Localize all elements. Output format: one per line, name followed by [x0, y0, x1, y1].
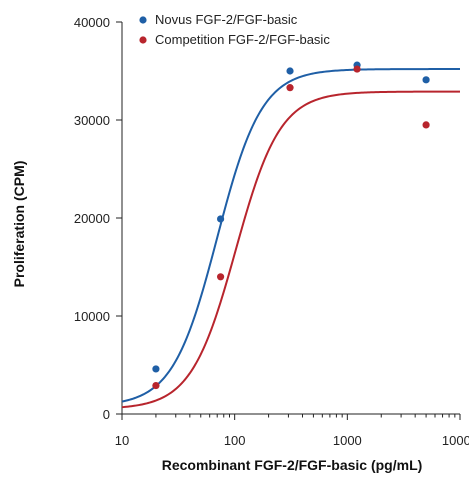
legend-marker [139, 36, 147, 44]
fit-lines [121, 68, 460, 409]
y-tick-label: 20000 [74, 211, 110, 226]
y-tick-label: 30000 [74, 113, 110, 128]
data-point-series-1 [286, 67, 294, 75]
x-tick-label: 1000 [333, 433, 362, 448]
data-point-series-1 [422, 76, 430, 84]
data-point-series-2 [286, 84, 294, 92]
y-ticks: 0 10000 20000 30000 40000 [74, 15, 122, 422]
axes: 0 10000 20000 30000 40000 10 100 1000 10000 [74, 15, 469, 448]
legend-label: Novus FGF-2/FGF-basic [155, 12, 298, 27]
data-points [152, 61, 430, 390]
y-tick-label: 40000 [74, 15, 110, 30]
data-point-series-2 [152, 381, 160, 390]
x-tick-label: 100 [224, 433, 246, 448]
data-point-series-2 [422, 121, 430, 129]
fit-line-series-2 [121, 90, 460, 409]
x-axis-title: Recombinant FGF-2/FGF-basic (pg/mL) [162, 457, 423, 473]
data-point-series-2 [353, 65, 361, 73]
x-tick-label: 10 [115, 433, 129, 448]
y-tick-label: 10000 [74, 309, 110, 324]
data-point-series-2 [216, 273, 225, 281]
x-ticks: 10 100 1000 10000 [115, 414, 469, 448]
legend-marker [139, 16, 147, 24]
fit-line-series-1 [121, 68, 460, 403]
y-tick-label: 0 [103, 407, 110, 422]
data-point-series-1 [152, 365, 160, 373]
y-axis-title: Proliferation (CPM) [11, 161, 27, 288]
legend: Novus FGF-2/FGF-basic Competition FGF-2/F… [139, 12, 330, 47]
x-tick-label: 10000 [442, 433, 469, 448]
legend-label: Competition FGF-2/FGF-basic [155, 32, 330, 47]
data-point-series-1 [216, 215, 225, 223]
